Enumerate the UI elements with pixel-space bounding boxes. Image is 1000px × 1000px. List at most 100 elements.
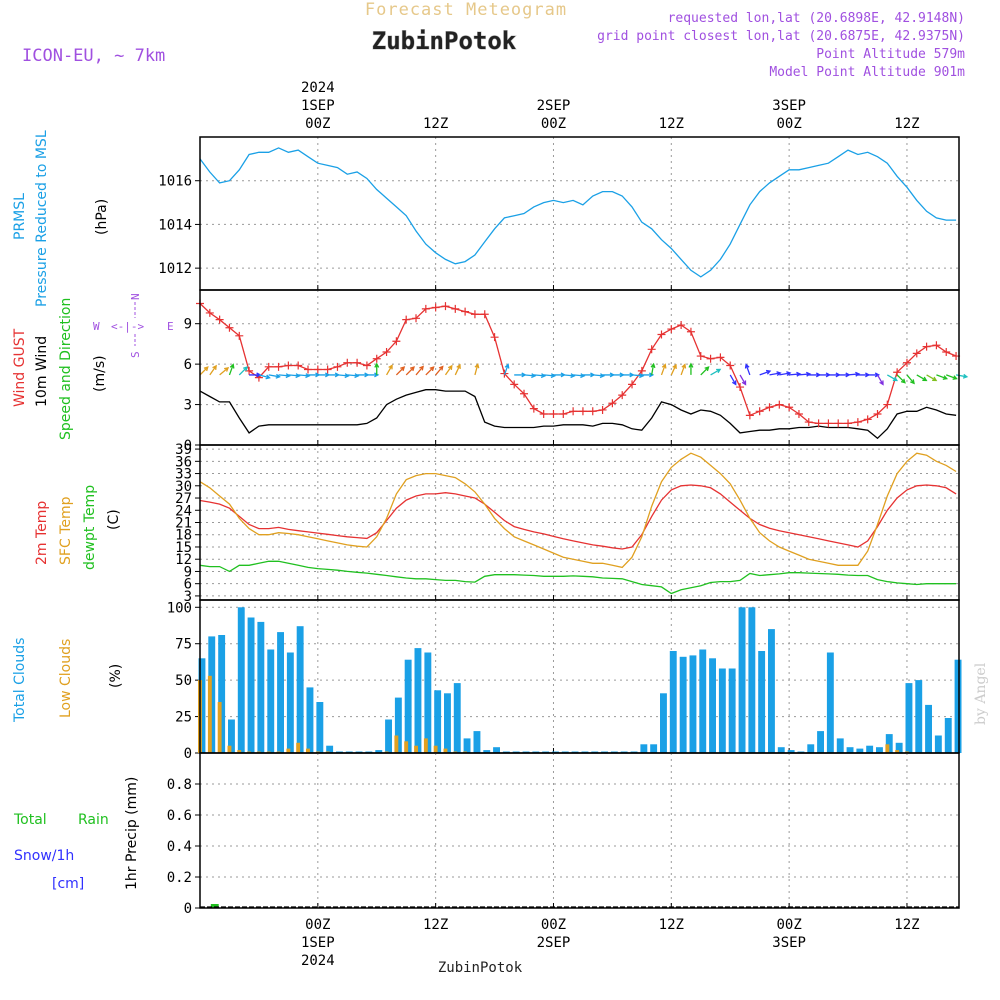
- wind-direction-arrow: [847, 371, 861, 377]
- total-cloud-bar: [934, 735, 942, 753]
- compass-n: N: [129, 293, 142, 300]
- wind-direction-arrow: [347, 373, 360, 379]
- total-cloud-bar: [277, 632, 284, 753]
- pressure-labels: PRMSL Pressure Reduced to MSL (hPa): [12, 130, 110, 307]
- compass-e: E: [167, 320, 174, 333]
- wind-direction-arrow: [769, 371, 782, 377]
- wind-direction-arrow: [543, 373, 556, 379]
- temp-dewpt-label: dewpt Temp: [82, 485, 98, 570]
- wind-direction-arrow: [622, 372, 635, 378]
- bottom-time-label: 12Z: [423, 917, 448, 933]
- wind-labels: Wind GUST 10m Wind Speed and Direction (…: [12, 293, 174, 440]
- sfc-temp-line: [199, 452, 957, 569]
- gust-marker: [922, 342, 931, 351]
- gust-marker: [647, 345, 656, 354]
- wind-speed-dir-label: Speed and Direction: [58, 298, 74, 440]
- gust-marker: [578, 407, 587, 416]
- wind-direction-arrow: [503, 363, 510, 376]
- gust-marker: [883, 400, 892, 409]
- y-tick-label: 1012: [158, 261, 192, 277]
- bottom-time-label: 1SEP: [301, 935, 335, 951]
- gust-marker: [657, 330, 666, 339]
- total-cloud-bar: [836, 738, 844, 753]
- gust-marker: [510, 380, 519, 389]
- y-tick-label: 12: [175, 552, 192, 568]
- total-cloud-bar: [954, 659, 962, 753]
- gust-marker: [667, 325, 676, 334]
- total-cloud-bar: [768, 629, 775, 753]
- total-cloud-bar: [424, 652, 432, 753]
- total-clouds-label: Total Clouds: [12, 638, 28, 723]
- wind-direction-arrow: [435, 365, 444, 376]
- total-cloud-bar: [944, 718, 952, 753]
- gust-marker: [696, 352, 705, 361]
- y-tick-label: 18: [175, 528, 192, 544]
- gust-marker: [755, 407, 764, 416]
- low-cloud-bar: [423, 738, 428, 753]
- total-cloud-bar: [640, 744, 648, 753]
- y-tick-label: 0.4: [167, 839, 192, 855]
- location-title: ZubinPotok: [372, 27, 517, 55]
- wind-direction-arrow: [209, 364, 217, 376]
- y-tick-label: 24: [175, 503, 192, 519]
- wind-direction-arrow: [395, 366, 406, 376]
- gust-marker: [853, 418, 862, 427]
- gust-marker: [539, 410, 548, 418]
- temp-labels: 2m Temp SFC Temp dewpt Temp (C): [34, 485, 122, 570]
- y-tick-label: 6: [184, 577, 192, 593]
- wind-direction-arrow: [612, 372, 625, 378]
- wind-direction-arrow: [896, 374, 906, 384]
- wind-direction-arrow: [876, 374, 884, 386]
- total-cloud-bar: [679, 656, 687, 753]
- y-tick-label: 0.6: [167, 808, 192, 824]
- compass-s: S: [129, 351, 142, 358]
- wind-direction-arrow: [238, 366, 249, 376]
- y-tick-label: 6: [184, 357, 192, 373]
- wind-direction-arrow: [474, 362, 480, 376]
- y-tick-label: 1014: [158, 217, 192, 233]
- wind-direction-arrow: [228, 363, 235, 376]
- wind-direction-arrow: [818, 372, 831, 378]
- gust-marker: [274, 362, 283, 371]
- wind-gust-line: [199, 303, 957, 425]
- low-clouds-label: Low Clouds: [58, 639, 74, 718]
- gust-marker: [804, 418, 813, 427]
- total-cloud-bar: [237, 607, 245, 753]
- closest-coords: grid point closest lon,lat (20.6875E, 42…: [597, 29, 965, 44]
- gust-marker: [902, 358, 911, 367]
- total-cloud-bar: [444, 693, 451, 753]
- wind-unit: (m/s): [92, 355, 108, 392]
- credit-watermark: by Angel: [973, 662, 989, 725]
- bottom-time-label: 00Z: [541, 917, 566, 933]
- wind-direction-arrow: [317, 372, 331, 378]
- gust-marker: [284, 361, 293, 370]
- total-cloud-bar: [463, 738, 471, 753]
- gust-marker: [451, 304, 460, 313]
- gust-marker: [775, 400, 784, 409]
- wind-direction-arrow: [660, 363, 667, 376]
- wind-direction-arrow: [729, 374, 737, 386]
- wind-direction-arrow: [680, 363, 687, 376]
- low-cloud-bar: [895, 750, 900, 753]
- low-cloud-bar: [237, 750, 242, 753]
- rain-legend-rain: Rain: [78, 812, 109, 828]
- compass-icon: W E <-|-> N S: [93, 293, 174, 358]
- gust-marker: [863, 415, 872, 424]
- wind-direction-arrow: [688, 362, 694, 375]
- total-cloud-bar: [787, 750, 795, 753]
- rain-bar: [210, 904, 219, 908]
- gust-marker: [323, 365, 332, 374]
- y-tick-label: 33: [175, 467, 192, 483]
- wind-direction-arrow: [670, 363, 677, 376]
- gust-marker: [569, 407, 578, 416]
- gust-marker: [294, 361, 303, 370]
- wind-direction-arrow: [650, 362, 656, 376]
- low-cloud-bar: [217, 702, 222, 753]
- y-tick-label: 3: [184, 398, 192, 414]
- total-cloud-bar: [876, 747, 883, 753]
- total-cloud-bar: [728, 668, 736, 753]
- gust-marker: [628, 380, 637, 389]
- gust-marker: [461, 307, 470, 316]
- gust-marker: [205, 308, 214, 317]
- temp-2m-label: 2m Temp: [34, 501, 50, 565]
